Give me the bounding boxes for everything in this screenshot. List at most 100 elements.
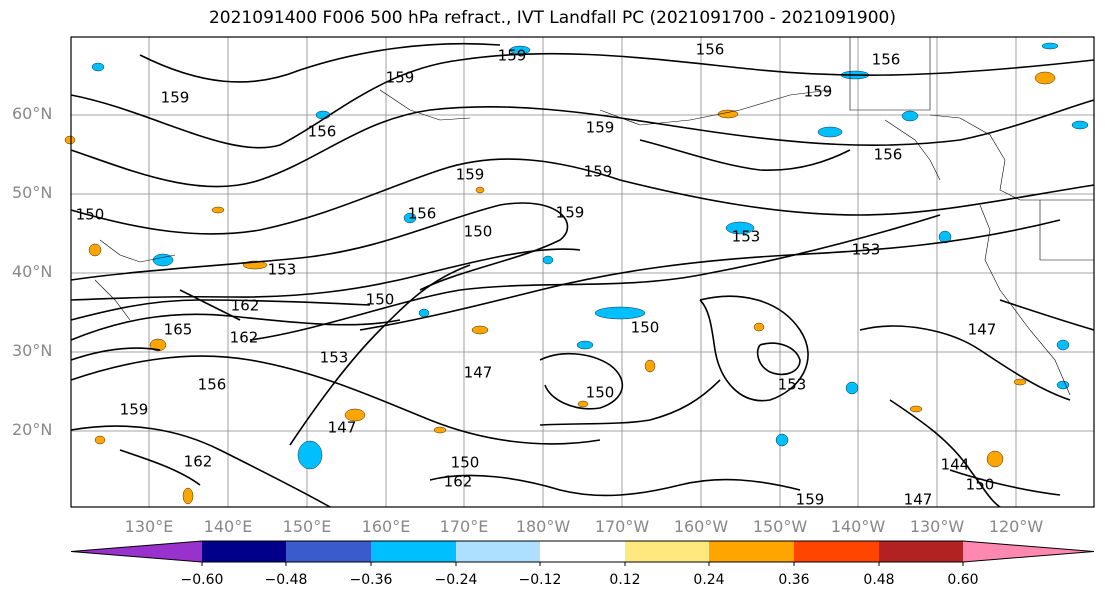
pc-shading-patch (471, 325, 489, 335)
coastline (99, 239, 176, 263)
contour-line (70, 347, 161, 361)
colorbar-tick: 0.36 (778, 572, 810, 588)
pc-shading-patch (1071, 120, 1089, 130)
pc-shading-patch (644, 359, 656, 373)
contour-label: 147 (464, 364, 493, 382)
contour-line (70, 99, 1095, 188)
lat-label-30n: 30°N (12, 341, 53, 360)
contour-line (756, 342, 801, 376)
lon-label-160e: 160°E (361, 517, 411, 536)
contour-label: 153 (732, 228, 761, 246)
pc-shading-patch (576, 340, 594, 350)
contour-label: 159 (556, 204, 585, 222)
pc-shading-patch (182, 487, 194, 505)
pc-shading-patch (725, 221, 755, 235)
pc-shading (64, 42, 1089, 505)
contour-line (859, 325, 1071, 401)
contour-label: 150 (76, 206, 105, 224)
pc-shading-patch (594, 306, 646, 320)
pc-shading-patch (211, 206, 225, 214)
contour-label: 156 (696, 41, 725, 59)
refractivity-contours (70, 42, 1095, 508)
contour-label: 153 (778, 376, 807, 394)
contour-label: 156 (408, 205, 437, 223)
pc-shading-patch (1056, 339, 1070, 351)
lon-label-140e: 140°E (203, 517, 253, 536)
coastline (1039, 200, 1094, 261)
contour-line (289, 264, 471, 446)
pc-shading-patch (433, 426, 447, 434)
contour-line (70, 158, 1095, 235)
contour-line (949, 469, 1061, 496)
contour-line (699, 295, 809, 402)
contour-line (70, 202, 569, 291)
colorbar-tick: −0.24 (434, 572, 478, 588)
contour-label: 162 (230, 329, 259, 347)
pc-shading-patch (753, 322, 765, 332)
contour-label: 159 (796, 491, 825, 509)
contour-label: 147 (968, 321, 997, 339)
coastline (979, 204, 1071, 396)
pc-shading-patch (775, 433, 789, 447)
contour-line (999, 299, 1095, 331)
contour-label: 159 (586, 119, 615, 137)
contour-line (70, 248, 581, 301)
lat-label-40n: 40°N (12, 262, 53, 281)
pc-shading-patch (403, 212, 417, 224)
contour-label: 147 (328, 419, 357, 437)
colorbar-tick: −0.12 (518, 572, 562, 588)
pc-shading-patch (149, 338, 167, 352)
colorbar-tick: 0.60 (947, 572, 979, 588)
contour-line (70, 52, 1095, 149)
contour-label: 150 (966, 476, 995, 494)
colorbar-tick: −0.48 (264, 572, 308, 588)
contour-line (70, 355, 601, 445)
contour-label: 165 (164, 321, 193, 339)
pc-shading-patch (845, 381, 859, 395)
contour-line (539, 352, 624, 410)
pc-shading-patch (938, 230, 952, 244)
pc-shading-patch (94, 435, 106, 445)
colorbar-tick: −0.60 (180, 572, 224, 588)
pc-shading-patch (817, 126, 843, 138)
lon-label-140w: 140°W (830, 517, 886, 536)
contour-label: 159 (498, 47, 527, 65)
lat-label-60n: 60°N (12, 104, 53, 123)
contour-label: 153 (268, 261, 297, 279)
pc-shading-patch (152, 253, 174, 267)
pc-shading-patch (91, 62, 105, 72)
pc-shading-patch (1056, 380, 1070, 390)
pc-shading-patch (88, 243, 102, 257)
coastline (94, 279, 131, 321)
pc-shading-patch (315, 110, 331, 120)
contour-line (70, 425, 331, 508)
contour-label: 159 (804, 83, 833, 101)
colorbar-tick: 0.48 (863, 572, 895, 588)
contour-line (179, 289, 241, 321)
lon-label-150e: 150°E (282, 517, 332, 536)
contour-line (429, 474, 801, 497)
contour-label: 159 (386, 69, 415, 87)
contour-label: 162 (444, 473, 473, 491)
contour-label: 150 (451, 454, 480, 472)
lon-label-130w: 130°W (909, 517, 965, 536)
lon-label-150w: 150°W (752, 517, 808, 536)
contour-label: 153 (320, 349, 349, 367)
colorbar-tick: 0.24 (693, 572, 725, 588)
contour-label: 150 (464, 223, 493, 241)
lon-label-170w: 170°W (594, 517, 650, 536)
contour-line (139, 42, 501, 83)
pc-shading-patch (418, 308, 430, 318)
map-title: 2021091400 F006 500 hPa refract., IVT La… (208, 8, 896, 28)
lon-label-170e: 170°E (439, 517, 489, 536)
contour-line (119, 449, 201, 486)
contour-line (359, 219, 1061, 331)
contour-label: 153 (852, 241, 881, 259)
pc-shading-patch (717, 109, 739, 119)
contour-label: 162 (231, 297, 260, 315)
pc-shading-patch (986, 450, 1004, 468)
contour-label: 159 (120, 401, 149, 419)
pc-shading-patch (909, 405, 923, 413)
map-frame (70, 36, 1095, 508)
